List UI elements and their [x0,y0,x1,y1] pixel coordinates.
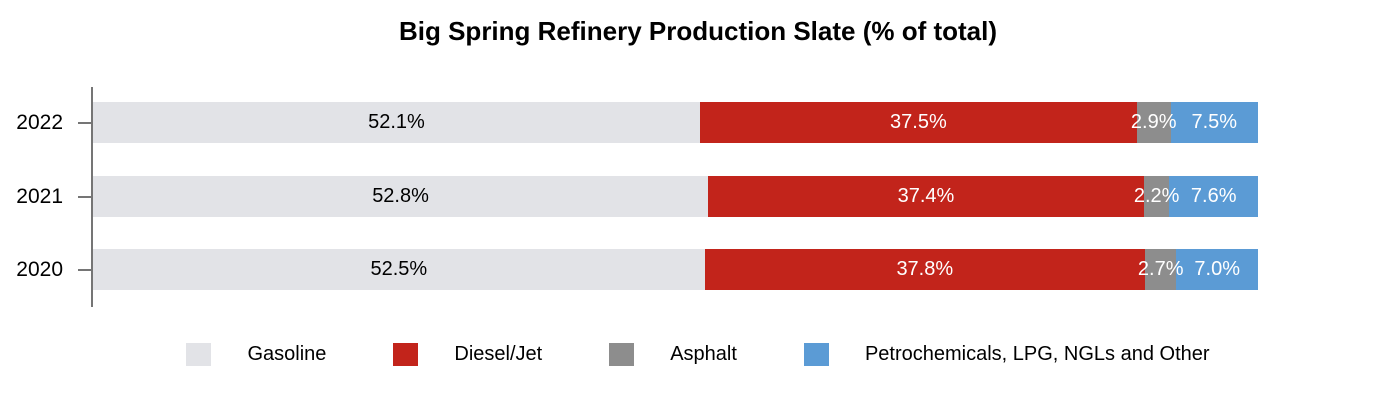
bar-segment-diesel-jet[interactable]: 37.8% [704,249,1145,290]
axis-tick [78,269,92,271]
legend-label: Diesel/Jet [454,343,543,365]
y-axis-tick-label: 2022 [16,111,63,134]
data-label: 37.5% [890,111,947,133]
bar-row: 2020 52.5% 37.8% 2.7% 7.0% [0,249,1396,290]
stacked-bar[interactable]: 52.1% 37.5% 2.9% 7.5% [93,102,1258,143]
stacked-bar[interactable]: 52.8% 37.4% 2.2% 7.6% [93,175,1258,217]
legend: Gasoline Diesel/Jet Asphalt Petrochemicals,… [0,343,1396,366]
data-label: 52.5% [370,258,428,280]
y-axis-tick-label: 2020 [16,258,63,281]
y-axis-tick-label: 2021 [16,184,63,208]
bar-segment-gasoline[interactable]: 52.1% [93,102,700,143]
bar-segment-petrochemicals-lpg-ngls-and-other[interactable]: 7.5% [1170,102,1258,143]
bar-segment-diesel-jet[interactable]: 37.4% [708,175,1144,217]
legend-item-gasoline[interactable]: Gasoline [186,343,326,366]
data-label: 2.7% [1137,258,1184,280]
data-label: 2.2% [1133,184,1180,207]
bar-segment-asphalt[interactable]: 2.7% [1138,249,1184,290]
data-label: 52.1% [368,111,425,133]
data-label: 7.6% [1190,184,1237,207]
legend-swatch-gasoline [186,343,212,366]
plot-area: 2022 52.1% 37.5% 2.9% 7.5% 2021 52.8% 37.4% 2.2%… [0,87,1396,307]
legend-swatch-petrochemicals-lpg-ngls-and-other [803,343,829,366]
bar-segment-petrochemicals-lpg-ngls-and-other[interactable]: 7.6% [1169,175,1258,217]
bar-segment-gasoline[interactable]: 52.8% [93,175,709,217]
bar-segment-asphalt[interactable]: 2.9% [1131,102,1177,143]
data-label: 37.8% [896,258,954,280]
legend-swatch-asphalt [609,343,635,366]
legend-swatch-diesel-jet [393,343,419,366]
legend-item-asphalt[interactable]: Asphalt [609,343,737,366]
chart-title: Big Spring Refinery Production Slate (% … [398,16,998,46]
axis-tick [78,195,92,198]
data-label: 2.9% [1130,111,1177,133]
legend-item-diesel-jet[interactable]: Diesel/Jet [393,343,542,366]
stacked-bar[interactable]: 52.5% 37.8% 2.7% 7.0% [93,249,1258,290]
bar-segment-petrochemicals-lpg-ngls-and-other[interactable]: 7.0% [1176,249,1258,290]
legend-label: Petrochemicals, LPG, NGLs and Other [864,343,1210,365]
bar-row: 2021 52.8% 37.4% 2.2% 7.6% [0,175,1396,217]
bar-segment-diesel-jet[interactable]: 37.5% [699,102,1137,143]
bar-segment-asphalt[interactable]: 2.2% [1134,175,1179,217]
data-label: 52.8% [372,184,429,207]
data-label: 37.4% [897,184,955,207]
y-axis-line [91,87,93,307]
legend-item-petrochemicals-lpg-ngls-and-other[interactable]: Petrochemicals, LPG, NGLs and Other [803,343,1210,366]
bar-segment-gasoline[interactable]: 52.5% [93,249,705,290]
data-label: 7.5% [1191,111,1238,133]
legend-label: Gasoline [247,343,327,365]
bar-row: 2022 52.1% 37.5% 2.9% 7.5% [0,102,1396,143]
axis-tick [78,122,92,124]
legend-label: Asphalt [670,343,737,365]
data-label: 7.0% [1194,258,1240,280]
